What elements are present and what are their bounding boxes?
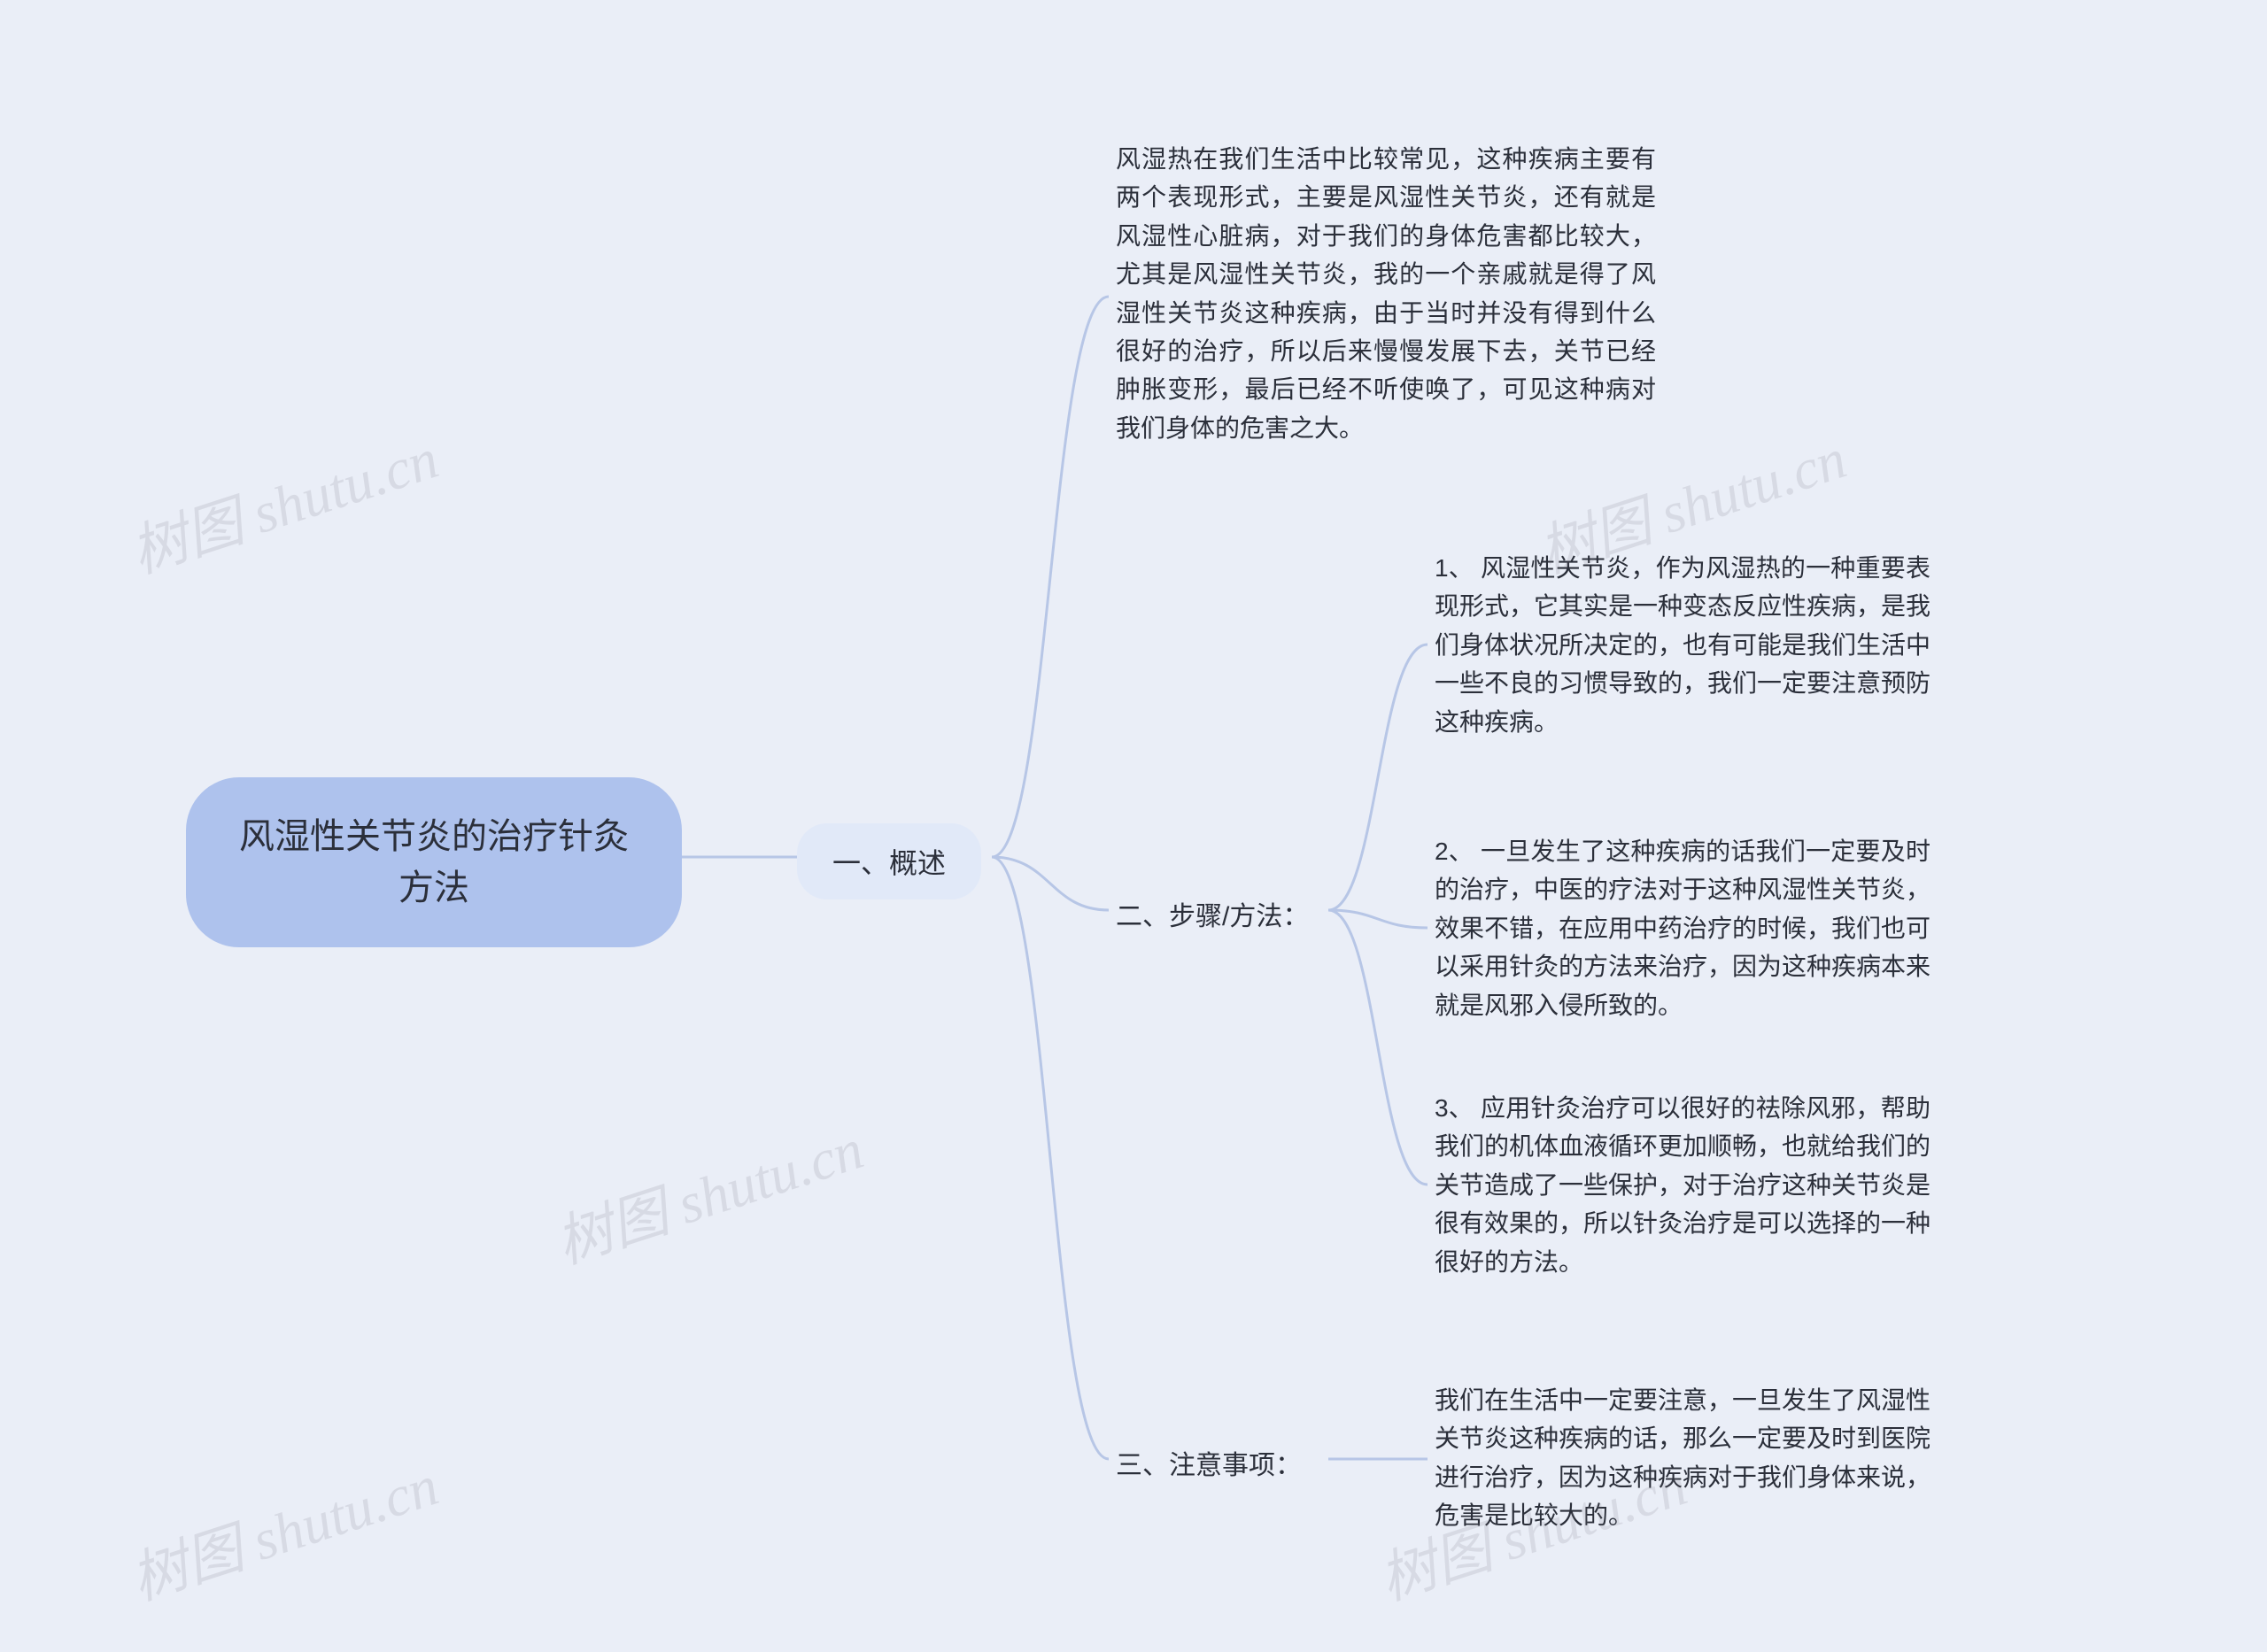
watermark: 树图 shutu.cn [545, 1104, 872, 1279]
overview-body: 风湿热在我们生活中比较常见，这种疾病主要有两个表现形式，主要是风湿性关节炎，还有… [1116, 140, 1656, 447]
node-overview-label: 一、概述 [832, 847, 946, 879]
step-2-text: 2、 一旦发生了这种疾病的话我们一定要及时的治疗，中医的疗法对于这种风湿性关节炎… [1435, 838, 1930, 1019]
step-1-text: 1、 风湿性关节炎，作为风湿热的一种重要表现形式，它其实是一种变态反应性疾病，是… [1435, 554, 1930, 736]
mindmap-root[interactable]: 风湿性关节炎的治疗针灸方法 [186, 777, 682, 947]
root-text: 风湿性关节炎的治疗针灸方法 [239, 817, 629, 907]
node-overview[interactable]: 一、概述 [797, 823, 981, 899]
step-2: 2、 一旦发生了这种疾病的话我们一定要及时的治疗，中医的疗法对于这种风湿性关节炎… [1435, 832, 1930, 1024]
node-notes[interactable]: 三、注意事项： [1116, 1443, 1302, 1482]
step-3: 3、 应用针灸治疗可以很好的祛除风邪，帮助我们的机体血液循环更加顺畅，也就给我们… [1435, 1089, 1930, 1281]
notes-body: 我们在生活中一定要注意，一旦发生了风湿性关节炎这种疾病的话，那么一定要及时到医院… [1435, 1381, 1930, 1535]
notes-body-text: 我们在生活中一定要注意，一旦发生了风湿性关节炎这种疾病的话，那么一定要及时到医院… [1435, 1386, 1930, 1529]
step-3-text: 3、 应用针灸治疗可以很好的祛除风邪，帮助我们的机体血液循环更加顺畅，也就给我们… [1435, 1094, 1930, 1276]
overview-body-text: 风湿热在我们生活中比较常见，这种疾病主要有两个表现形式，主要是风湿性关节炎，还有… [1116, 145, 1656, 442]
node-steps[interactable]: 二、步骤/方法： [1116, 894, 1309, 933]
node-notes-label: 三、注意事项： [1116, 1451, 1302, 1480]
step-1: 1、 风湿性关节炎，作为风湿热的一种重要表现形式，它其实是一种变态反应性疾病，是… [1435, 549, 1930, 741]
watermark: 树图 shutu.cn [120, 1440, 447, 1616]
node-steps-label: 二、步骤/方法： [1116, 902, 1309, 931]
watermark: 树图 shutu.cn [120, 413, 447, 589]
